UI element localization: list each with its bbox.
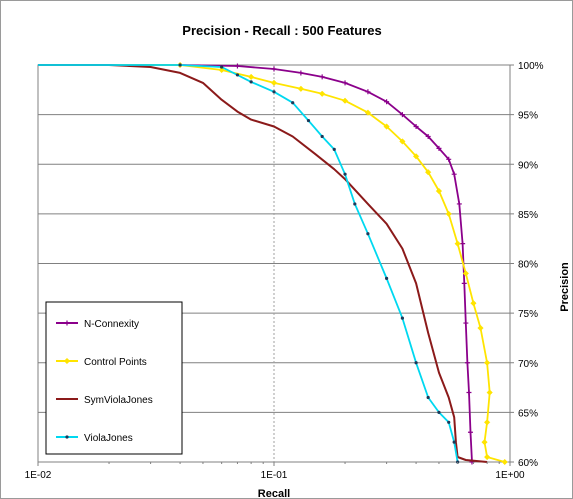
data-point: [426, 395, 430, 400]
data-point: [477, 324, 484, 332]
data-point: [291, 101, 295, 105]
y-tick-label: 85%: [518, 210, 538, 221]
data-point: [412, 153, 420, 160]
data-point: [218, 66, 225, 74]
data-point: [342, 80, 348, 86]
data-point: [353, 202, 357, 206]
legend-item: ViolaJones: [56, 433, 133, 444]
data-point: [483, 419, 491, 426]
legend-marker: [64, 320, 70, 326]
legend-label: ViolaJones: [84, 433, 133, 444]
data-point: [364, 109, 372, 116]
y-axis-title: Precision: [559, 262, 571, 312]
legend: N-Connexity Control Points SymViolaJones Vi…: [45, 301, 183, 455]
data-point: [399, 112, 405, 118]
data-point: [235, 73, 240, 77]
data-point: [383, 123, 390, 130]
x-tick-label: 1E-02: [25, 470, 52, 481]
series-layer: [38, 61, 508, 466]
x-tick-label: 1E-01: [261, 470, 288, 481]
data-point: [306, 118, 311, 123]
data-point: [425, 133, 431, 139]
data-point: [270, 79, 278, 87]
data-point: [483, 453, 491, 461]
data-point: [178, 63, 182, 67]
data-point: [481, 438, 488, 446]
y-tick-label: 90%: [518, 160, 538, 171]
data-point: [414, 361, 418, 365]
y-tick-label: 100%: [518, 61, 544, 72]
data-point: [341, 97, 349, 104]
axis-layer: 100% 95% 90% 85% 80% 75% 70% 65% 60% 1E-02 1E-01 1E…: [25, 61, 544, 481]
series-symviolajones: [38, 64, 488, 463]
legend-box: [45, 301, 183, 455]
legend-label: N-Connexity: [84, 319, 139, 330]
data-point: [234, 63, 240, 69]
data-point: [399, 138, 406, 145]
y-tick-label: 80%: [518, 260, 538, 271]
y-tick-label: 95%: [518, 111, 538, 122]
data-point: [272, 90, 276, 94]
data-point: [463, 320, 469, 326]
y-tick-label: 60%: [518, 458, 538, 469]
data-point: [297, 85, 305, 92]
data-point: [247, 73, 255, 81]
y-tick-label: 65%: [518, 408, 538, 419]
data-point: [298, 70, 304, 76]
data-point: [343, 172, 347, 176]
data-point: [446, 156, 452, 162]
data-point: [437, 410, 441, 414]
legend-marker: [65, 435, 69, 439]
data-point: [467, 429, 473, 435]
data-point: [413, 124, 419, 130]
data-point: [425, 169, 432, 176]
series-control-points: [38, 61, 508, 466]
data-point: [466, 390, 472, 396]
data-point: [486, 389, 493, 396]
data-point: [384, 99, 390, 105]
data-point: [462, 270, 470, 277]
data-point: [400, 316, 405, 320]
chart-title: Precision - Recall : 500 Features: [182, 23, 381, 38]
data-point: [470, 300, 477, 307]
y-tick-label: 70%: [518, 359, 538, 370]
legend-item: SymViolaJones: [56, 395, 153, 406]
data-point: [436, 145, 442, 151]
data-point: [271, 66, 277, 72]
legend-label: SymViolaJones: [84, 395, 153, 406]
data-point: [332, 147, 336, 151]
data-point: [452, 440, 456, 444]
data-point: [460, 241, 466, 247]
legend-item: N-Connexity: [56, 319, 139, 330]
data-point: [320, 134, 324, 139]
data-point: [220, 65, 224, 69]
series-line: [38, 64, 488, 463]
data-point: [501, 458, 508, 466]
legend-item: Control Points: [56, 357, 147, 368]
data-point: [435, 187, 443, 195]
data-point: [365, 89, 371, 95]
data-point: [385, 276, 389, 280]
data-point: [366, 232, 370, 236]
data-point: [319, 74, 325, 80]
series-violajones: [38, 63, 460, 464]
data-point: [445, 210, 452, 218]
data-point: [454, 240, 461, 247]
data-point: [483, 359, 491, 366]
y-tick-label: 75%: [518, 309, 538, 320]
legend-marker: [63, 357, 71, 365]
data-point: [456, 201, 462, 207]
data-point: [461, 280, 467, 286]
data-point: [464, 360, 470, 366]
data-point: [447, 420, 451, 424]
legend-label: Control Points: [84, 357, 147, 368]
x-tick-label: 1E+00: [495, 470, 525, 481]
data-point: [319, 90, 326, 97]
data-point: [451, 171, 457, 177]
data-point: [249, 80, 253, 84]
x-axis-title: Recall: [258, 488, 290, 499]
series-n-connexity: [38, 62, 475, 465]
